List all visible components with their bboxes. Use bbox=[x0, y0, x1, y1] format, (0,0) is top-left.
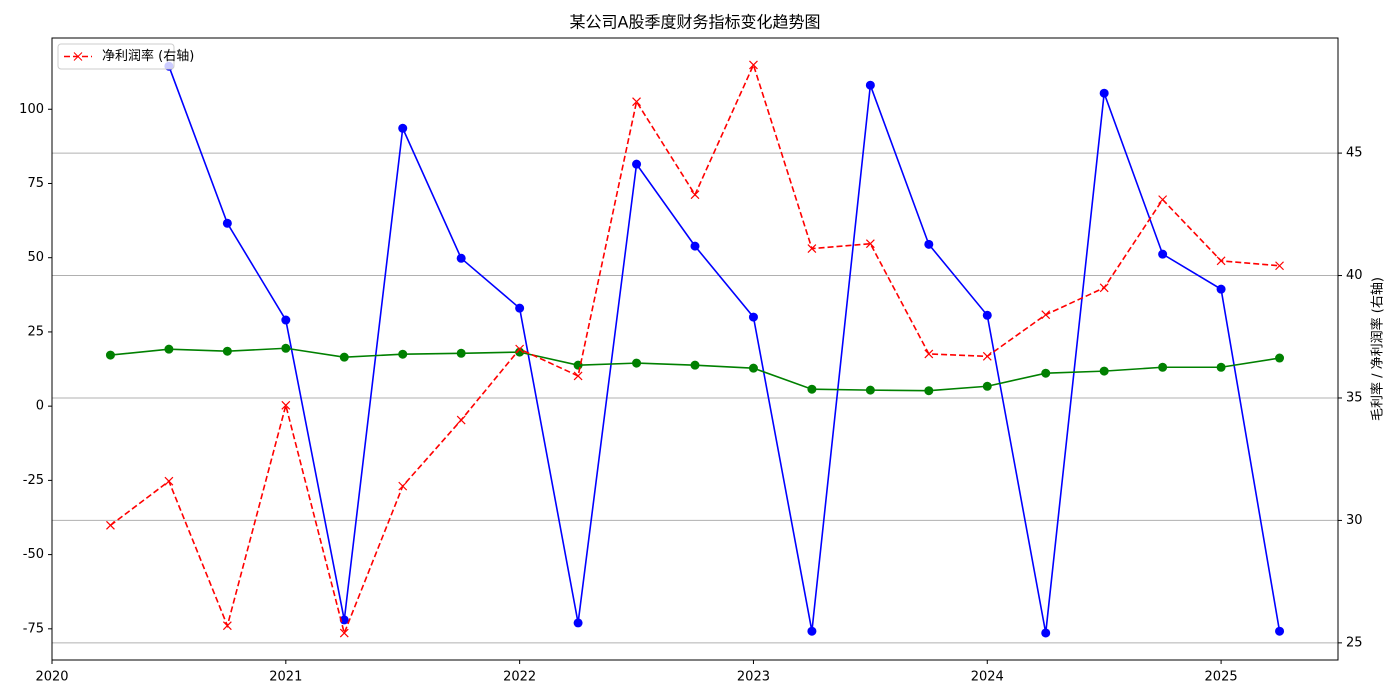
marker bbox=[865, 80, 875, 90]
marker bbox=[398, 123, 408, 133]
marker bbox=[515, 303, 525, 313]
marker bbox=[632, 97, 641, 107]
marker bbox=[1041, 310, 1051, 320]
marker bbox=[515, 347, 525, 357]
marker bbox=[1216, 284, 1226, 294]
y2-tick-label: 35 bbox=[1346, 390, 1363, 405]
marker bbox=[1158, 195, 1168, 205]
y2-tick-label: 45 bbox=[1346, 146, 1363, 161]
marker bbox=[924, 239, 934, 249]
y-tick-label: 100 bbox=[19, 102, 44, 117]
marker bbox=[1158, 249, 1168, 259]
marker bbox=[339, 615, 349, 625]
y2-axis-label: 毛利率 / 净利润率 (右轴) bbox=[1370, 277, 1386, 421]
y-tick-label: -25 bbox=[23, 473, 44, 488]
y-tick-label: 50 bbox=[27, 250, 44, 265]
marker bbox=[515, 344, 525, 354]
marker bbox=[164, 344, 174, 354]
x-tick-label: 2020 bbox=[35, 670, 68, 685]
y-tick-label: 25 bbox=[27, 324, 44, 339]
marker bbox=[164, 476, 174, 486]
marker bbox=[1099, 88, 1109, 98]
marker bbox=[632, 159, 642, 169]
marker bbox=[339, 628, 349, 638]
marker bbox=[748, 363, 758, 373]
marker bbox=[1275, 261, 1284, 271]
y-tick-label: -75 bbox=[23, 621, 44, 636]
x-tick-label: 2022 bbox=[503, 670, 536, 685]
y-tick-label: -50 bbox=[23, 547, 44, 562]
marker bbox=[690, 360, 700, 370]
marker bbox=[456, 253, 466, 263]
y-tick-label: 75 bbox=[27, 176, 44, 191]
marker bbox=[573, 371, 583, 381]
marker bbox=[865, 385, 875, 395]
marker bbox=[982, 381, 992, 391]
marker bbox=[105, 350, 115, 360]
marker bbox=[749, 60, 758, 70]
marker bbox=[1275, 353, 1285, 363]
marker bbox=[222, 621, 232, 631]
series-line bbox=[168, 65, 1281, 634]
legend-box bbox=[57, 43, 175, 70]
y2-tick-label: 30 bbox=[1346, 513, 1363, 528]
chart-title: 某公司A股季度财务指标变化趋势图 bbox=[570, 13, 821, 32]
marker bbox=[1158, 362, 1168, 372]
marker bbox=[222, 346, 232, 356]
marker bbox=[398, 481, 408, 491]
marker bbox=[690, 241, 700, 251]
x-tick-label: 2024 bbox=[971, 670, 1004, 685]
marker bbox=[1041, 628, 1051, 638]
y-tick-label: 0 bbox=[36, 399, 44, 414]
marker bbox=[982, 310, 992, 320]
marker bbox=[281, 400, 291, 410]
marker bbox=[690, 190, 700, 200]
marker bbox=[1216, 362, 1226, 372]
legend-marker bbox=[73, 52, 83, 61]
y2-tick-label: 40 bbox=[1346, 268, 1363, 283]
marker bbox=[807, 244, 817, 254]
marker bbox=[982, 351, 992, 361]
x-tick-label: 2025 bbox=[1205, 670, 1238, 685]
marker bbox=[398, 349, 408, 359]
marker bbox=[456, 415, 466, 425]
legend-label: 净利润率 (右轴) bbox=[102, 48, 194, 64]
marker bbox=[924, 349, 934, 359]
marker bbox=[1041, 368, 1051, 378]
marker bbox=[1099, 283, 1109, 293]
x-tick-label: 2021 bbox=[269, 670, 302, 685]
marker bbox=[339, 352, 349, 362]
marker bbox=[1216, 256, 1226, 266]
marker bbox=[1099, 366, 1109, 376]
marker bbox=[748, 312, 758, 322]
marker bbox=[924, 386, 934, 396]
marker bbox=[106, 520, 115, 530]
marker bbox=[573, 618, 583, 628]
plot-frame bbox=[51, 37, 1339, 661]
marker bbox=[456, 348, 466, 358]
marker bbox=[1275, 626, 1285, 636]
y2-tick-label: 25 bbox=[1346, 635, 1363, 650]
x-tick-label: 2023 bbox=[737, 670, 770, 685]
marker bbox=[281, 343, 291, 353]
marker bbox=[632, 358, 642, 368]
marker bbox=[807, 384, 817, 394]
marker bbox=[807, 626, 817, 636]
marker bbox=[222, 218, 232, 228]
marker bbox=[281, 315, 291, 325]
marker bbox=[865, 239, 875, 249]
